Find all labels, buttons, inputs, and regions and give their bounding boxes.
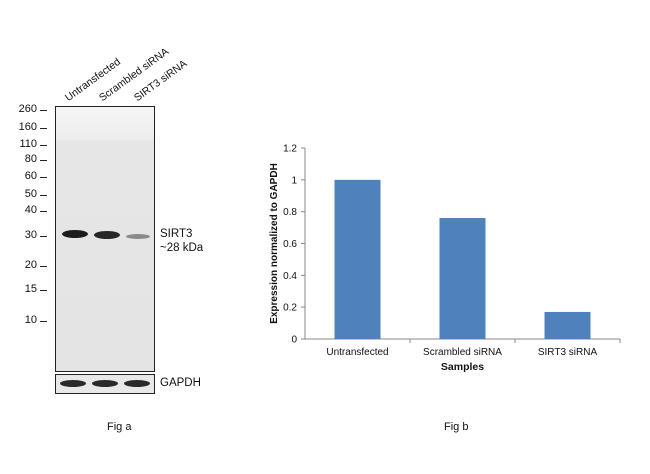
gapdh-band-3	[124, 380, 150, 387]
gapdh-label: GAPDH	[160, 377, 201, 389]
y-tick-label: 1.2	[283, 144, 297, 155]
mw-marker-tick	[40, 160, 47, 161]
y-tick-label: 1	[291, 175, 297, 186]
mw-marker-tick	[40, 110, 47, 111]
mw-marker-tick	[40, 145, 47, 146]
x-tick-label: SIRT3 siRNA	[538, 347, 598, 358]
gapdh-blot-image	[55, 374, 155, 394]
gapdh-band-2	[92, 380, 118, 387]
bar-2	[439, 218, 486, 339]
mw-marker-label: 260	[18, 103, 37, 115]
mw-marker-label: 20	[24, 259, 37, 271]
mw-marker-label: 30	[24, 229, 37, 241]
y-tick-label: 0.4	[283, 271, 297, 282]
bar-1	[334, 179, 381, 339]
mw-marker-label: 60	[24, 170, 37, 182]
target-label: SIRT3	[160, 228, 193, 240]
y-tick-label: 0	[291, 335, 297, 346]
mw-marker-label: 110	[19, 138, 37, 150]
mw-marker-label: 160	[18, 121, 37, 133]
bar-3	[544, 311, 591, 339]
target-size-label: ~28 kDa	[160, 242, 204, 254]
y-axis-title: Expression normalized to GAPDH	[269, 163, 280, 324]
fig-a-caption: Fig a	[107, 421, 132, 433]
gapdh-band-1	[60, 380, 86, 387]
x-axis-title: Samples	[441, 361, 484, 373]
sirt3-band-sirt3-sirna	[126, 234, 150, 239]
mw-marker-tick	[40, 236, 47, 237]
mw-marker-tick	[40, 128, 47, 129]
mw-marker-tick	[40, 177, 47, 178]
mw-marker-label: 40	[24, 204, 37, 216]
x-tick-label: Scrambled siRNA	[423, 347, 502, 358]
mw-marker-label: 50	[24, 188, 37, 200]
x-tick-label: Untransfected	[326, 347, 388, 358]
western-blot-image	[55, 106, 155, 372]
y-tick-label: 0.8	[283, 207, 297, 218]
mw-marker-tick	[40, 266, 47, 267]
mw-marker-tick	[40, 321, 47, 322]
y-tick-label: 0.6	[283, 239, 297, 250]
sirt3-band-untransfected	[62, 230, 88, 238]
mw-marker-label: 10	[24, 314, 37, 326]
mw-marker-tick	[40, 211, 47, 212]
mw-marker-label: 15	[24, 283, 37, 295]
fig-b-caption: Fig b	[444, 421, 469, 433]
y-tick-label: 0.2	[283, 303, 297, 314]
mw-marker-tick	[40, 195, 47, 196]
sirt3-band-scrambled	[94, 231, 120, 239]
mw-marker-tick	[40, 290, 47, 291]
mw-marker-label: 80	[24, 153, 37, 165]
